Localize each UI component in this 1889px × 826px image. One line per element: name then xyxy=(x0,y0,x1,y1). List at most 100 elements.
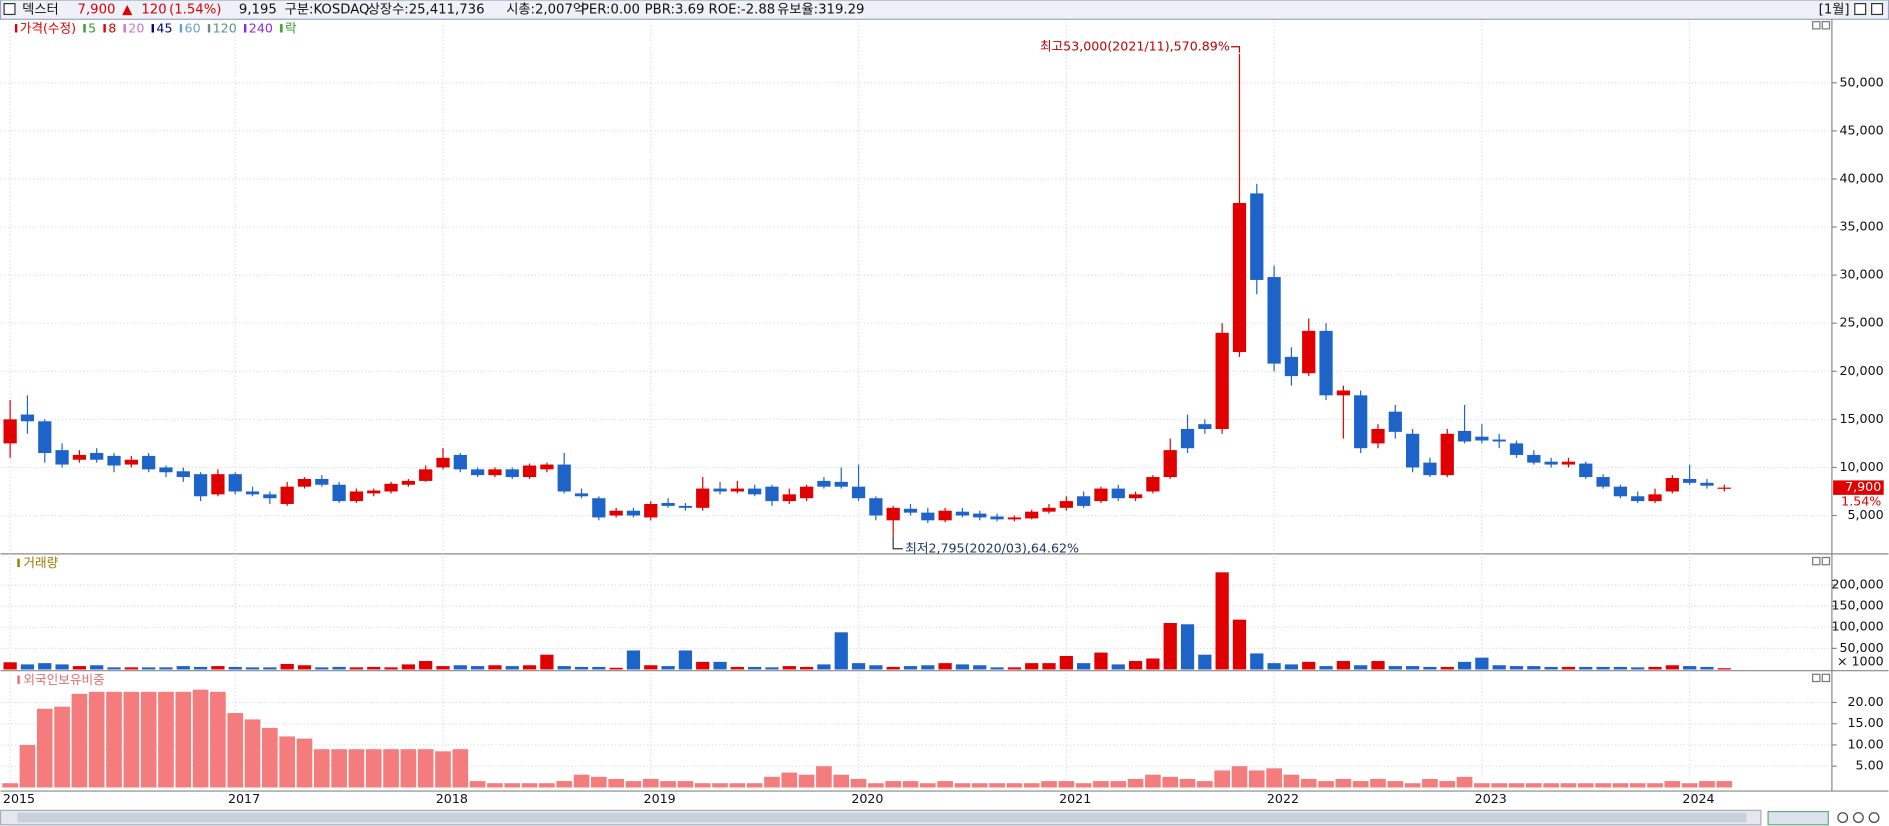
legend-swatch xyxy=(207,24,211,33)
bar xyxy=(504,783,521,788)
scroll-thumb[interactable] xyxy=(17,812,1747,823)
candle-body xyxy=(107,455,121,466)
bar xyxy=(625,781,642,788)
candle-body xyxy=(1077,496,1091,506)
bar xyxy=(331,749,347,788)
bar xyxy=(1681,783,1698,788)
bar xyxy=(990,667,1004,670)
candle-body xyxy=(1371,428,1385,444)
x-tick-label: 2017 xyxy=(228,791,260,806)
bar xyxy=(453,665,467,670)
candle-body xyxy=(678,505,693,508)
bar xyxy=(1094,652,1108,670)
bar xyxy=(781,772,798,788)
bar xyxy=(228,666,242,670)
candle-body xyxy=(384,483,398,492)
candle-body xyxy=(1596,477,1610,487)
bar xyxy=(1509,666,1524,670)
y-tick-label: 50,000 xyxy=(1839,640,1883,655)
legend-swatch xyxy=(280,24,283,33)
bar xyxy=(1215,572,1229,670)
bar xyxy=(1232,619,1247,670)
bar xyxy=(1406,666,1420,670)
bar xyxy=(782,666,796,670)
candle-body xyxy=(193,474,208,497)
bar xyxy=(72,666,87,670)
window-button[interactable] xyxy=(1854,3,1867,16)
bar xyxy=(1266,768,1282,788)
last-price-label: 7,900 xyxy=(1845,479,1881,494)
bar xyxy=(90,665,104,670)
bar xyxy=(954,783,971,788)
candle-body xyxy=(263,494,277,499)
candle-body xyxy=(869,498,883,516)
bar xyxy=(296,738,313,788)
pane-button[interactable] xyxy=(1812,21,1821,30)
bar xyxy=(1023,783,1040,788)
legend-swatch xyxy=(243,24,247,33)
bar xyxy=(1388,666,1402,670)
pane-buttons xyxy=(1812,21,1831,683)
candle-body xyxy=(1406,433,1420,468)
bar xyxy=(678,650,693,670)
bar xyxy=(487,783,503,788)
bar xyxy=(367,666,381,670)
bar xyxy=(834,632,848,670)
bar xyxy=(1058,781,1075,788)
candle-body xyxy=(1388,411,1402,432)
bar xyxy=(713,661,727,670)
bar xyxy=(973,665,987,670)
candle-body xyxy=(1215,332,1229,429)
bar xyxy=(488,665,502,670)
bar xyxy=(694,783,711,788)
zoom-button[interactable] xyxy=(1868,812,1880,823)
y-tick-label: 25,000 xyxy=(1839,315,1883,330)
bar xyxy=(938,663,952,670)
legend-label: 5 xyxy=(88,20,96,35)
bar xyxy=(20,664,35,670)
candle-body xyxy=(3,419,17,444)
last-pct-label: 1.54% xyxy=(1841,494,1881,509)
bar xyxy=(106,691,122,788)
pane-button[interactable] xyxy=(1821,556,1831,566)
bar xyxy=(1491,783,1508,788)
candle-body xyxy=(782,494,796,502)
candle-body xyxy=(159,467,173,473)
candle-body xyxy=(332,484,346,502)
candle-body xyxy=(419,469,433,481)
zoom-button[interactable] xyxy=(1837,812,1849,823)
pane-button[interactable] xyxy=(1821,21,1831,30)
bar xyxy=(1474,783,1490,788)
candle-body xyxy=(713,488,727,492)
bar xyxy=(955,664,970,670)
bar xyxy=(540,654,554,670)
bar xyxy=(1284,664,1299,670)
legend-swatch xyxy=(103,24,106,33)
bar xyxy=(417,749,434,788)
candle-body xyxy=(1042,507,1056,512)
bar xyxy=(348,749,365,788)
zoom-slider[interactable] xyxy=(1767,810,1829,826)
pane-button[interactable] xyxy=(1812,673,1821,683)
bar xyxy=(696,661,710,670)
pane-button[interactable] xyxy=(1812,556,1821,566)
bar xyxy=(539,783,555,788)
candle-body xyxy=(1198,424,1212,429)
bar xyxy=(557,666,571,670)
bar xyxy=(1699,781,1715,788)
candle-body xyxy=(661,503,675,506)
y-tick-label: 5.00 xyxy=(1856,758,1884,773)
bar xyxy=(1543,783,1559,788)
close-button[interactable] xyxy=(1871,3,1884,16)
period[interactable]: [1월] xyxy=(1819,2,1850,18)
bar xyxy=(227,713,244,788)
bar xyxy=(383,749,399,788)
candle-body xyxy=(626,510,641,516)
legend-swatch xyxy=(83,24,86,33)
candle-body xyxy=(505,469,519,478)
zoom-button[interactable] xyxy=(1852,812,1864,823)
candle-body xyxy=(211,474,225,495)
checkbox[interactable] xyxy=(3,3,16,16)
pane-button[interactable] xyxy=(1821,673,1831,683)
bar xyxy=(158,691,174,788)
